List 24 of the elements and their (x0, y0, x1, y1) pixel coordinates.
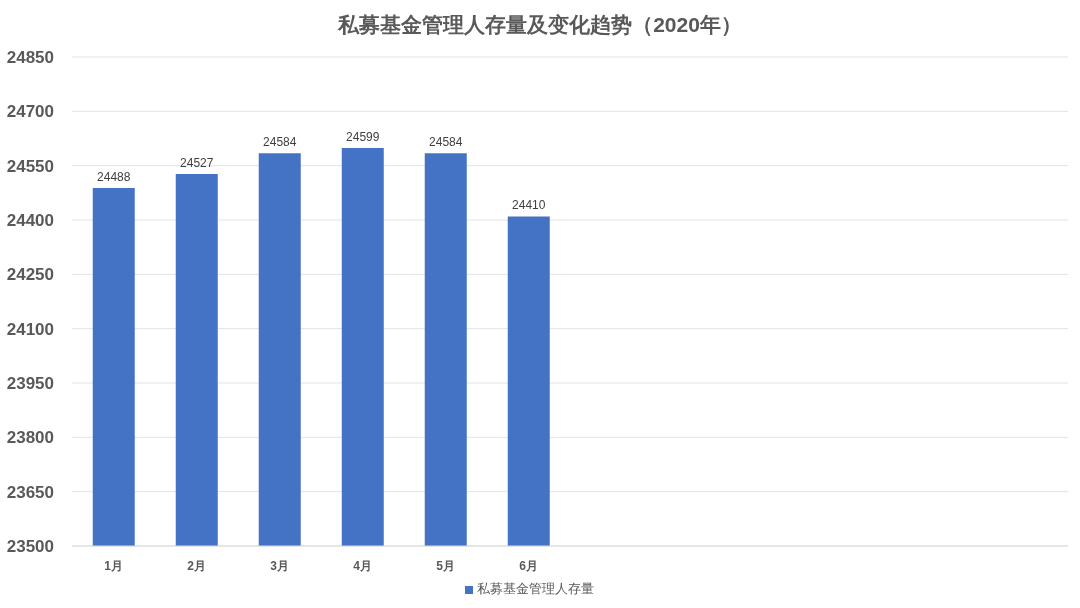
y-tick-label: 24700 (6, 102, 54, 122)
y-tick-label: 24250 (6, 265, 54, 285)
y-tick-label: 23500 (6, 537, 54, 557)
y-tick-label: 23650 (6, 482, 54, 502)
chart-title: 私募基金管理人存量及变化趋势（2020年） (336, 12, 743, 38)
y-tick-label: 24850 (6, 48, 54, 68)
x-tick-label: 2月 (187, 558, 206, 573)
y-tick-label: 23800 (6, 428, 54, 448)
y-tick-label: 24100 (6, 319, 54, 339)
x-tick-label: 5月 (436, 558, 455, 573)
data-label: 24410 (512, 198, 546, 213)
x-tick-label: 4月 (353, 558, 372, 573)
data-label: 24527 (180, 156, 214, 170)
data-label: 24488 (97, 170, 131, 185)
legend-label: 私募基金管理人存量 (476, 581, 594, 596)
data-label: 24584 (263, 135, 297, 150)
y-tick-label: 24400 (6, 211, 54, 231)
y-tick-label: 23950 (6, 374, 54, 394)
x-tick-label: 3月 (270, 558, 289, 573)
x-tick-label: 6月 (519, 558, 538, 573)
data-label: 24599 (346, 129, 380, 144)
data-label: 24584 (429, 135, 463, 150)
y-tick-label: 24550 (6, 156, 54, 176)
x-tick-label: 1月 (104, 558, 123, 573)
